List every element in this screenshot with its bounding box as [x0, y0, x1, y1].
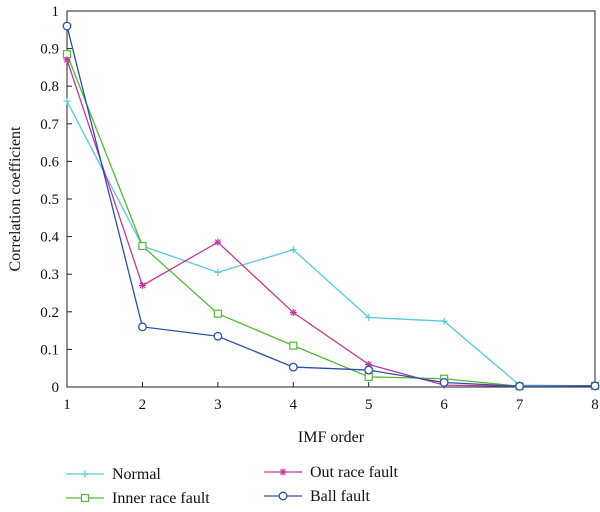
data-point-ball-fault	[62, 21, 72, 31]
y-tick-label: 0.8	[40, 79, 59, 95]
data-point-out-race-fault	[214, 239, 221, 246]
y-tick-label: 0.7	[40, 117, 59, 133]
y-tick-label: 0.2	[40, 305, 59, 321]
axes: 1 2 3 4 5 6 7 8 0 0.1 0.2 0.3 0.4 0.5 0.6 0.7 0.8 0.9 1	[40, 4, 599, 413]
legend-label: Inner race fault	[112, 490, 210, 507]
data-point-ball-fault	[288, 362, 298, 372]
legend-item-ball-fault: Ball fault	[264, 488, 371, 505]
data-point-ball-fault	[515, 381, 525, 391]
y-tick-label: 0.5	[40, 192, 59, 208]
series-ball-fault	[62, 21, 600, 391]
data-point-inner-race-fault	[138, 241, 147, 251]
y-tick-label: 0.6	[40, 154, 59, 170]
x-tick-label: 1	[63, 397, 71, 413]
y-axis-title: Correlation coefficient	[7, 126, 24, 272]
plot-frame	[66, 10, 596, 388]
x-tick-label: 3	[214, 397, 222, 413]
data-point-out-race-fault	[63, 56, 71, 63]
data-point-out-race-fault	[139, 282, 146, 289]
legend-item-normal: Normal	[66, 466, 161, 483]
x-axis-title: IMF order	[298, 429, 365, 446]
x-tick-label: 2	[139, 397, 147, 413]
series-layer	[62, 21, 600, 391]
data-point-ball-fault	[364, 365, 374, 375]
y-tick-label: 0.4	[40, 230, 59, 246]
series-line-out-race-fault	[66, 59, 596, 387]
data-point-out-race-fault	[290, 309, 297, 316]
legend-label: Normal	[112, 466, 161, 483]
y-tick-label: 0.3	[40, 267, 59, 283]
legend-item-out-race-fault: Out race fault	[264, 464, 399, 481]
data-point-ball-fault	[213, 331, 223, 341]
data-point-inner-race-fault	[289, 341, 298, 350]
y-tick-label: 0	[52, 380, 60, 396]
x-tick-label: 5	[365, 397, 373, 413]
series-line-normal	[66, 100, 596, 387]
legend: Normal Inner race fault Out race fault Ball…	[66, 464, 399, 507]
legend-marker	[278, 491, 288, 501]
data-point-ball-fault	[590, 381, 600, 391]
data-point-ball-fault	[137, 322, 147, 332]
y-tick-label: 1	[52, 4, 60, 20]
legend-label: Out race fault	[310, 464, 399, 481]
y-tick-label: 0.9	[40, 42, 59, 58]
x-tick-label: 4	[290, 397, 298, 413]
series-line-ball-fault	[66, 25, 596, 387]
x-tick-label: 6	[440, 397, 448, 413]
x-tick-label: 7	[516, 397, 524, 413]
legend-marker	[80, 493, 90, 503]
legend-item-inner-race-fault: Inner race fault	[66, 490, 210, 507]
data-point-inner-race-fault	[213, 309, 222, 318]
x-tick-label: 8	[591, 397, 599, 413]
series-line-inner-race-fault	[66, 54, 596, 387]
legend-marker	[279, 468, 287, 476]
series-out-race-fault	[63, 56, 599, 390]
y-tick-label: 0.1	[40, 342, 59, 358]
legend-label: Ball fault	[310, 488, 371, 505]
data-point-ball-fault	[439, 378, 449, 387]
